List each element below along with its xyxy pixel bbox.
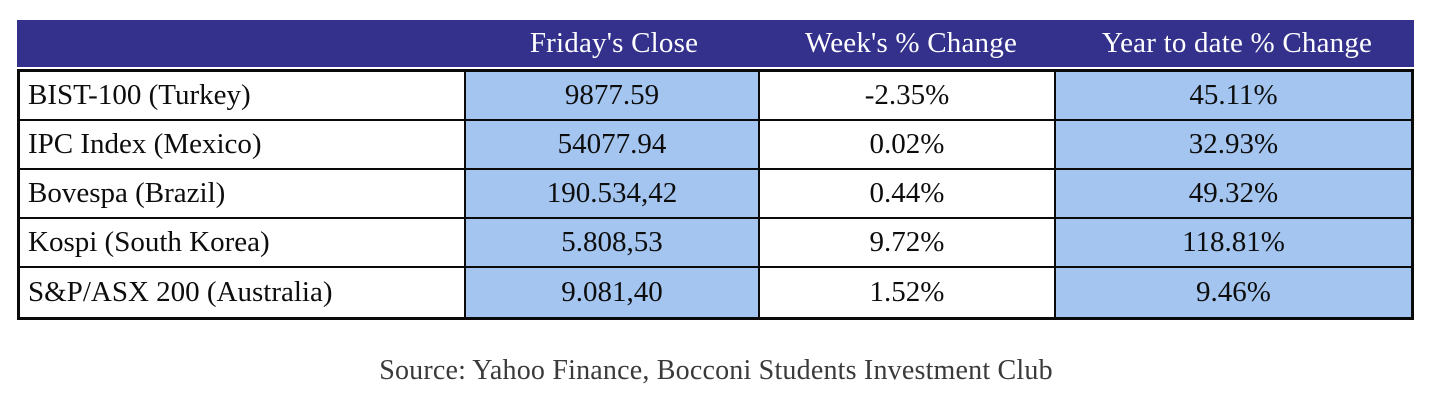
table-row: IPC Index (Mexico) 54077.94 0.02% 32.93% — [20, 121, 1411, 170]
fridays-close-cell: 5.808,53 — [466, 219, 760, 266]
ytd-change-cell: 45.11% — [1056, 72, 1411, 119]
week-change-cell: 0.44% — [760, 170, 1056, 217]
header-cell-index — [17, 20, 466, 67]
table-row: Bovespa (Brazil) 190.534,42 0.44% 49.32% — [20, 170, 1411, 219]
header-cell-week-change: Week's % Change — [804, 27, 1018, 59]
table-row: S&P/ASX 200 (Australia) 9.081,40 1.52% 9… — [20, 268, 1411, 317]
fridays-close-cell: 190.534,42 — [466, 170, 760, 217]
fridays-close-cell: 54077.94 — [466, 121, 760, 168]
week-change-cell: -2.35% — [760, 72, 1056, 119]
ytd-change-cell: 32.93% — [1056, 121, 1411, 168]
week-change-cell: 9.72% — [760, 219, 1056, 266]
market-indices-table: Friday's Close Week's % Change Year to d… — [17, 20, 1414, 320]
ytd-change-cell: 9.46% — [1056, 268, 1411, 317]
index-name-cell: Kospi (South Korea) — [20, 219, 466, 266]
index-name-cell: IPC Index (Mexico) — [20, 121, 466, 168]
index-name-cell: S&P/ASX 200 (Australia) — [20, 268, 466, 317]
table-body: BIST-100 (Turkey) 9877.59 -2.35% 45.11% … — [17, 69, 1414, 320]
ytd-change-cell: 118.81% — [1056, 219, 1411, 266]
header-cell-fridays-close: Friday's Close — [529, 27, 699, 59]
source-attribution: Source: Yahoo Finance, Bocconi Students … — [379, 355, 1053, 386]
table-header-row: Friday's Close Week's % Change Year to d… — [17, 20, 1414, 67]
week-change-cell: 1.52% — [760, 268, 1056, 317]
table-row: BIST-100 (Turkey) 9877.59 -2.35% 45.11% — [20, 72, 1411, 121]
header-cell-ytd-change: Year to date % Change — [1101, 27, 1373, 59]
table-row: Kospi (South Korea) 5.808,53 9.72% 118.8… — [20, 219, 1411, 268]
index-name-cell: BIST-100 (Turkey) — [20, 72, 466, 119]
week-change-cell: 0.02% — [760, 121, 1056, 168]
fridays-close-cell: 9.081,40 — [466, 268, 760, 317]
ytd-change-cell: 49.32% — [1056, 170, 1411, 217]
fridays-close-cell: 9877.59 — [466, 72, 760, 119]
index-name-cell: Bovespa (Brazil) — [20, 170, 466, 217]
